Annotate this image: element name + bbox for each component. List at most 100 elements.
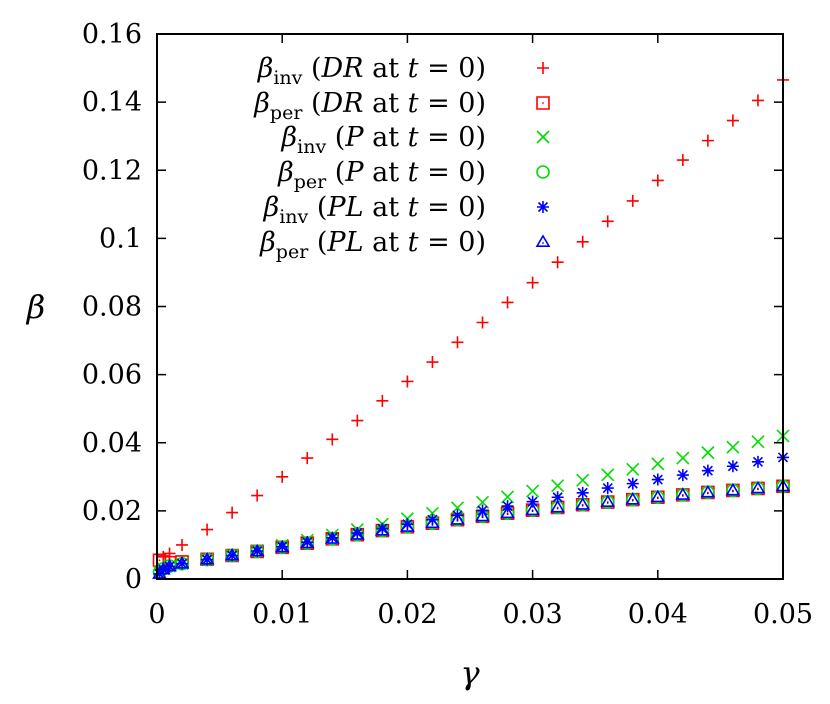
data-point <box>400 519 415 532</box>
y-tick-label: 0.08 <box>82 292 142 323</box>
data-point-dot <box>606 502 609 504</box>
legend-text-part: PL <box>326 227 363 258</box>
legend-text-part: PL <box>326 192 363 223</box>
data-point <box>425 506 440 520</box>
data-point <box>701 134 714 147</box>
data-point <box>376 522 389 535</box>
data-point <box>251 545 264 558</box>
data-point-dot <box>456 519 459 522</box>
data-point-dot <box>231 555 234 558</box>
data-point <box>526 495 539 508</box>
data-point-dot <box>256 551 259 554</box>
legend-text-part: t <box>408 88 419 119</box>
series-1 <box>152 479 790 570</box>
data-point <box>626 194 639 207</box>
legend-text-part: t <box>408 157 419 188</box>
legend-text-part: = 0) <box>419 53 487 84</box>
data-point <box>351 527 364 540</box>
legend-marker <box>535 234 551 247</box>
data-point-dot <box>706 492 709 495</box>
legend-marker <box>536 165 550 179</box>
data-point <box>751 455 764 468</box>
legend-entry-label: βinv (DR at t = 0) <box>257 53 486 89</box>
data-point <box>351 414 364 427</box>
legend-text-part: ( <box>308 227 327 258</box>
legend-text-part: t <box>408 122 419 153</box>
series-2 <box>152 429 790 579</box>
data-point <box>426 513 439 526</box>
data-point <box>676 451 690 465</box>
x-tick-label: 0.04 <box>628 599 688 630</box>
data-point <box>326 531 339 544</box>
data-point <box>174 556 190 569</box>
legend-text-part: β <box>259 227 276 258</box>
data-point-dot <box>356 534 359 537</box>
legend-text-part: inv <box>273 67 302 89</box>
legend-text-part: at <box>364 53 408 84</box>
data-point-dot <box>331 538 334 541</box>
data-point-dot <box>556 507 559 510</box>
data-point <box>676 154 689 167</box>
data-point-dot <box>381 530 384 533</box>
data-point <box>726 114 739 127</box>
legend-text-part: β <box>263 192 280 223</box>
data-point <box>751 435 765 449</box>
data-point <box>301 536 314 549</box>
x-axis-label: γ <box>460 654 480 692</box>
data-point <box>576 473 590 487</box>
data-point-dot <box>181 563 183 566</box>
y-tick-label: 0.14 <box>82 87 142 118</box>
legend-text-part: β <box>281 122 298 153</box>
data-point <box>426 356 439 369</box>
data-point <box>274 539 290 553</box>
data-point-dot <box>281 547 284 550</box>
x-tick-label: 0.02 <box>377 599 437 630</box>
legend-text-part: = 0) <box>419 227 487 258</box>
legend-marker <box>536 96 550 110</box>
data-point <box>249 543 265 557</box>
data-point-dot <box>631 499 634 502</box>
data-point <box>163 560 176 573</box>
legend-marker-dot <box>542 102 544 104</box>
legend-text-part: ( <box>326 157 345 188</box>
data-point <box>251 489 264 502</box>
y-axis-label: β <box>26 288 46 326</box>
legend-text-part: t <box>408 227 419 258</box>
legend-text-part: = 0) <box>419 157 487 188</box>
data-point <box>226 506 239 519</box>
data-point-dot <box>158 559 161 562</box>
x-tick-label: 0.01 <box>252 599 312 630</box>
data-point <box>601 468 615 482</box>
legend-entry-label: βinv (PL at t = 0) <box>263 192 486 228</box>
data-point <box>525 502 540 516</box>
data-point <box>201 553 214 566</box>
data-points <box>152 73 791 580</box>
legend-marker <box>536 130 550 144</box>
data-point <box>625 492 641 505</box>
plot-frame <box>156 33 784 580</box>
data-point <box>651 473 664 486</box>
data-point <box>176 557 189 570</box>
data-point-dot <box>481 516 484 519</box>
data-point <box>450 512 465 525</box>
data-point <box>700 484 716 498</box>
legend-text-part: per <box>294 171 327 193</box>
legend-text-part: at <box>364 227 408 258</box>
data-point <box>500 490 515 504</box>
legend-text-part: per <box>270 102 303 124</box>
data-point <box>201 523 214 536</box>
data-point <box>500 505 515 519</box>
y-tick-label: 0 <box>125 564 142 595</box>
legend-marker <box>537 62 549 74</box>
data-point <box>224 547 240 561</box>
data-point <box>725 482 741 496</box>
series-3 <box>152 479 790 579</box>
data-point <box>324 531 340 544</box>
data-point <box>550 499 566 513</box>
data-point <box>349 527 365 540</box>
legend-marker <box>537 201 549 213</box>
data-point <box>276 540 289 553</box>
data-point <box>276 470 289 483</box>
data-point-dot <box>206 559 208 562</box>
